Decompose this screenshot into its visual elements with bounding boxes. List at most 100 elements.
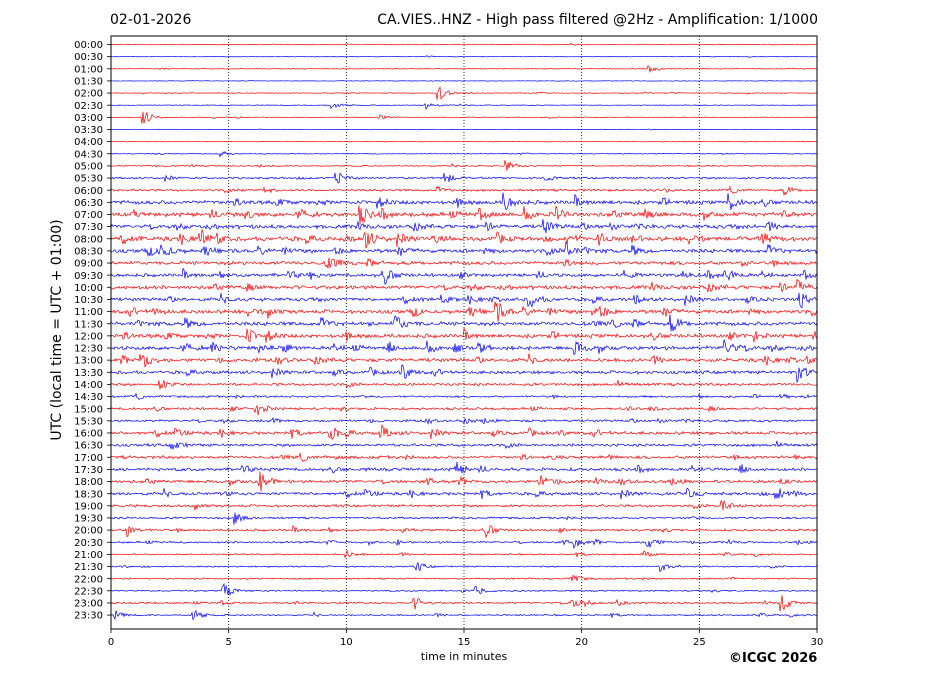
y-tick-label: 03:30 (74, 125, 103, 136)
trace-1100 (110, 301, 818, 322)
trace-0600 (110, 185, 818, 196)
traces (110, 42, 818, 621)
trace-0030 (110, 55, 818, 58)
y-tick-label: 02:30 (74, 101, 103, 112)
trace-1200 (110, 327, 818, 343)
y-tick-label: 05:00 (74, 162, 103, 173)
y-tick-label: 08:30 (74, 246, 103, 257)
y-tick-label: 18:00 (74, 477, 103, 488)
trace-1700 (110, 452, 818, 463)
y-tick-label: 02:00 (74, 89, 103, 100)
y-tick-label: 17:00 (74, 453, 103, 464)
x-tick-label: 25 (693, 637, 706, 648)
y-tick-label: 13:30 (74, 368, 103, 379)
y-tick-label: 14:30 (74, 392, 103, 403)
trace-2030 (110, 538, 818, 550)
y-tick-label: 16:30 (74, 441, 103, 452)
trace-0900 (110, 257, 818, 269)
y-tick-label: 22:30 (74, 586, 103, 597)
trace-0730 (110, 218, 818, 234)
trace-2300 (110, 595, 818, 612)
y-tick-label: 07:30 (74, 222, 103, 233)
trace-0500 (110, 160, 818, 171)
trace-2000 (110, 525, 818, 539)
y-tick-label: 22:00 (74, 574, 103, 585)
y-tick-label: 20:30 (74, 538, 103, 549)
y-tick-label: 03:00 (74, 113, 103, 124)
grid-lines (228, 36, 700, 629)
y-tick-label: 12:30 (74, 344, 103, 355)
trace-0400 (110, 140, 818, 143)
trace-1800 (110, 471, 818, 492)
trace-1500 (110, 404, 818, 416)
y-tick-label: 15:00 (74, 404, 103, 415)
y-tick-label: 06:00 (74, 186, 103, 197)
y-tick-label: 09:00 (74, 259, 103, 270)
trace-0230 (110, 102, 818, 110)
y-tick-label: 17:30 (74, 465, 103, 476)
y-tick-label: 01:30 (74, 77, 103, 88)
trace-0330 (110, 128, 818, 131)
date-label: 02-01-2026 (110, 12, 192, 28)
y-tick-label: 08:00 (74, 234, 103, 245)
trace-2330 (110, 610, 818, 621)
y-tick-label: 04:00 (74, 137, 103, 148)
y-tick-label: 13:00 (74, 356, 103, 367)
trace-0630 (110, 192, 818, 211)
trace-0300 (110, 111, 818, 124)
x-ticks: 0 5 10 15 20 25 30 (108, 629, 824, 648)
trace-1930 (110, 512, 818, 525)
trace-0830 (110, 241, 818, 257)
trace-2200 (110, 574, 818, 582)
trace-1430 (110, 392, 818, 400)
y-tick-label: 07:00 (74, 210, 103, 221)
x-tick-label: 0 (108, 637, 114, 648)
trace-1600 (110, 423, 818, 441)
trace-2130 (110, 561, 818, 573)
trace-1730 (110, 461, 818, 474)
trace-1900 (110, 500, 818, 511)
y-tick-label: 21:30 (74, 562, 103, 573)
trace-1130 (110, 314, 818, 332)
trace-2100 (110, 550, 818, 559)
trace-0930 (110, 267, 818, 285)
x-tick-label: 15 (458, 637, 471, 648)
copyright-label: ©ICGC 2026 (729, 651, 818, 666)
x-tick-label: 10 (340, 637, 353, 648)
y-tick-label: 15:30 (74, 416, 103, 427)
y-tick-label: 12:00 (74, 331, 103, 342)
y-tick-label: 23:00 (74, 599, 103, 610)
trace-1630 (110, 440, 818, 450)
trace-1830 (110, 487, 818, 500)
y-tick-label: 19:30 (74, 514, 103, 525)
y-tick-label: 18:30 (74, 489, 103, 500)
y-tick-label: 20:00 (74, 526, 103, 537)
y-tick-label: 11:00 (74, 307, 103, 318)
trace-1400 (110, 380, 818, 390)
y-tick-label: 09:30 (74, 271, 103, 282)
y-tick-label: 00:00 (74, 40, 103, 51)
trace-0430 (110, 150, 818, 158)
y-tick-label: 05:30 (74, 174, 103, 185)
y-tick-label: 19:00 (74, 501, 103, 512)
trace-1330 (110, 363, 818, 384)
trace-0700 (110, 205, 818, 225)
y-tick-label: 23:30 (74, 611, 103, 622)
y-tick-label: 00:30 (74, 52, 103, 63)
trace-1000 (110, 278, 818, 293)
y-tick-label: 16:00 (74, 429, 103, 440)
x-tick-label: 30 (811, 637, 824, 648)
trace-1030 (110, 292, 818, 309)
trace-1230 (110, 339, 818, 356)
y-tick-label: 06:30 (74, 198, 103, 209)
x-axis-label: time in minutes (420, 650, 508, 663)
trace-0100 (110, 65, 818, 73)
chart-title: CA.VIES..HNZ - High pass filtered @2Hz -… (377, 12, 818, 28)
y-tick-label: 10:30 (74, 295, 103, 306)
trace-1300 (110, 353, 818, 368)
y-tick-label: 01:00 (74, 64, 103, 75)
x-tick-label: 5 (225, 637, 231, 648)
y-tick-label: 10:00 (74, 283, 103, 294)
trace-0000 (110, 42, 818, 46)
